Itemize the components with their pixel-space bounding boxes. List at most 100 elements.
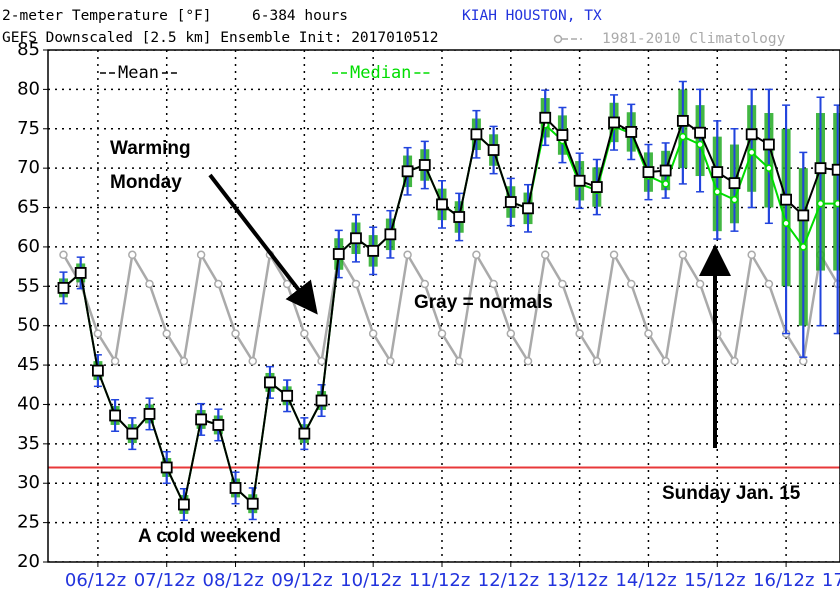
mean-point xyxy=(539,111,552,124)
ensemble-box xyxy=(833,113,840,271)
y-tick-label: 50 xyxy=(17,315,40,336)
plot-content xyxy=(48,50,840,562)
climatology-point xyxy=(678,250,688,260)
station: KIAH HOUSTON, TX xyxy=(462,8,602,24)
y-tick-label: 30 xyxy=(17,472,40,493)
climatology-point xyxy=(110,356,120,366)
y-tick-label: 40 xyxy=(17,393,40,414)
mean-point xyxy=(814,162,827,175)
climatology-point xyxy=(558,279,567,289)
mean-point xyxy=(625,126,638,138)
climatology-point xyxy=(351,279,361,289)
climatology-point xyxy=(317,356,326,366)
mean-point xyxy=(315,394,328,407)
mean-point xyxy=(74,267,87,279)
climatology-point xyxy=(403,250,412,260)
mean-point xyxy=(453,211,466,223)
mean-point xyxy=(212,419,225,431)
x-tick-label: 16/12z xyxy=(753,570,814,591)
median-point xyxy=(730,195,739,204)
x-tick-label: 06/12z xyxy=(65,570,126,591)
x-tick-label: 11/12z xyxy=(409,570,470,591)
y-tick-label: 45 xyxy=(17,354,40,375)
climatology-point xyxy=(59,250,68,260)
mean-point xyxy=(745,128,758,141)
mean-point xyxy=(229,482,242,494)
median-point xyxy=(661,180,670,188)
climatology-point xyxy=(644,329,653,338)
x-tick-label: 15/12z xyxy=(684,570,745,591)
legend-label: 1981-2010 Climatology xyxy=(602,31,786,47)
median-point xyxy=(816,199,825,208)
subtitle: GEFS Downscaled [2.5 km] Ensemble Init: … xyxy=(2,30,439,46)
mean-point xyxy=(487,144,500,156)
x-tick-label: 10/12z xyxy=(340,570,401,591)
median-point xyxy=(765,164,773,172)
y-tick-label: 65 xyxy=(17,197,40,218)
climatology-point xyxy=(282,279,292,289)
climatology-point xyxy=(489,279,498,289)
mean-point xyxy=(676,114,689,127)
x-tick-label: 09/12z xyxy=(271,570,332,591)
mean-point xyxy=(659,164,672,177)
climatology-point xyxy=(730,356,739,366)
plot-area xyxy=(48,50,840,562)
mean-point xyxy=(298,427,311,440)
climatology-point xyxy=(540,250,550,260)
climatology-point xyxy=(300,329,309,338)
y-tick-label: 20 xyxy=(17,551,40,572)
x-tick-label: 14/12z xyxy=(615,570,676,591)
mean-point xyxy=(573,174,586,187)
arrow xyxy=(208,173,318,315)
climatology-point xyxy=(506,329,516,338)
x-tick-label: 12/12z xyxy=(478,570,539,591)
climatology-point xyxy=(472,250,481,260)
mean-point xyxy=(590,181,603,193)
legend-label: Mean xyxy=(118,63,159,83)
mean-point xyxy=(178,498,190,511)
mean-point xyxy=(109,409,121,422)
mean-point xyxy=(367,244,380,257)
climatology-point xyxy=(368,329,378,338)
climatology-point xyxy=(214,279,223,289)
mean-point xyxy=(762,138,775,151)
x-tick-label: 07/12z xyxy=(134,570,195,591)
y-tick-label: 70 xyxy=(17,157,40,178)
mean-point xyxy=(195,413,208,426)
legend-swatch xyxy=(553,34,563,44)
mean-point xyxy=(126,427,139,440)
climatology-point xyxy=(196,250,206,260)
mean-point xyxy=(608,116,620,129)
mean-point xyxy=(694,126,706,139)
mean-point xyxy=(384,228,397,241)
climatology-point xyxy=(747,250,756,260)
mean-point xyxy=(401,165,414,178)
mean-point xyxy=(831,163,840,176)
mean-point xyxy=(246,497,259,510)
median-point xyxy=(782,219,790,228)
x-tick-label: 08/12z xyxy=(203,570,264,591)
median-point xyxy=(696,140,704,149)
mean-point xyxy=(642,166,655,178)
mean-point xyxy=(160,461,173,474)
mean-point xyxy=(57,281,70,294)
annotation: Monday xyxy=(110,172,182,193)
y-tick-label: 35 xyxy=(17,433,40,454)
median-point xyxy=(747,148,756,157)
mean-point xyxy=(711,166,724,178)
climatology-point xyxy=(626,279,636,289)
climatology-point xyxy=(661,356,670,366)
annotation: Sunday Jan. 15 xyxy=(662,483,801,504)
annotation: Gray = normals xyxy=(414,292,553,313)
median-point xyxy=(833,199,840,208)
climatology-point xyxy=(231,329,240,338)
annotation: Warming xyxy=(110,138,191,159)
annotation: A cold weekend xyxy=(138,526,281,547)
mean-point xyxy=(797,209,810,222)
mean-point xyxy=(281,389,294,402)
mean-point xyxy=(436,198,448,211)
climatology-point xyxy=(420,279,430,289)
chart-title: 2-meter Temperature [°F] xyxy=(2,8,212,24)
